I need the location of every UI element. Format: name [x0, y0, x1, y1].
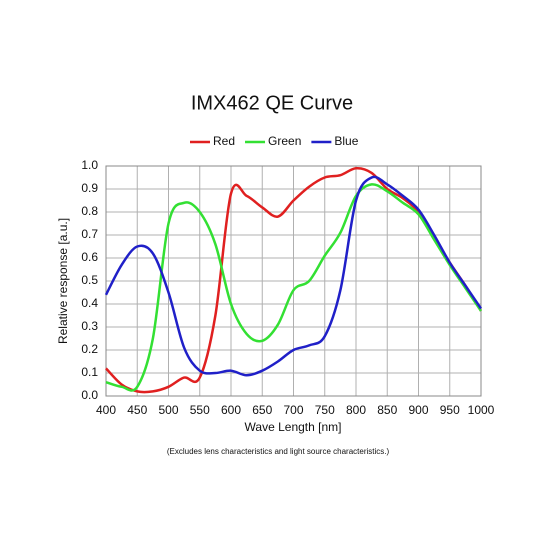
x-tick-label: 400 [96, 403, 116, 417]
x-tick-label: 950 [440, 403, 460, 417]
legend-label: Blue [334, 134, 358, 148]
y-tick-label: 1.0 [81, 158, 98, 172]
x-tick-label: 900 [408, 403, 428, 417]
series-line [104, 175, 483, 377]
legend-label: Red [213, 134, 235, 148]
series-line [105, 166, 483, 394]
y-tick-label: 0.6 [81, 250, 98, 264]
x-tick-label: 700 [283, 403, 303, 417]
y-tick-label: 0.3 [81, 319, 98, 333]
y-tick-label: 0.0 [81, 388, 98, 402]
y-tick-label: 0.5 [81, 273, 98, 287]
y-tick-label: 0.2 [81, 342, 98, 356]
y-axis-label: Relative response [a.u.] [56, 218, 70, 344]
x-tick-label: 500 [158, 403, 178, 417]
y-tick-label: 0.9 [81, 181, 98, 195]
x-tick-label: 550 [190, 403, 210, 417]
x-tick-label: 650 [252, 403, 272, 417]
y-tick-label: 0.7 [81, 227, 98, 241]
x-tick-label: 800 [346, 403, 366, 417]
y-tick-label: 0.4 [81, 296, 98, 310]
series-line [105, 183, 483, 392]
x-tick-label: 600 [221, 403, 241, 417]
y-tick-label: 0.1 [81, 365, 98, 379]
x-tick-label: 750 [315, 403, 335, 417]
legend-label: Green [268, 134, 301, 148]
note: (Excludes lens characteristics and light… [167, 447, 390, 456]
plot-frame [105, 165, 482, 397]
x-tick-label: 450 [127, 403, 147, 417]
y-tick-label: 0.8 [81, 204, 98, 218]
chart-title: IMX462 QE Curve [191, 92, 353, 114]
x-tick-label: 850 [377, 403, 397, 417]
x-tick-label: 1000 [468, 403, 495, 417]
x-axis-label: Wave Length [nm] [245, 420, 342, 434]
